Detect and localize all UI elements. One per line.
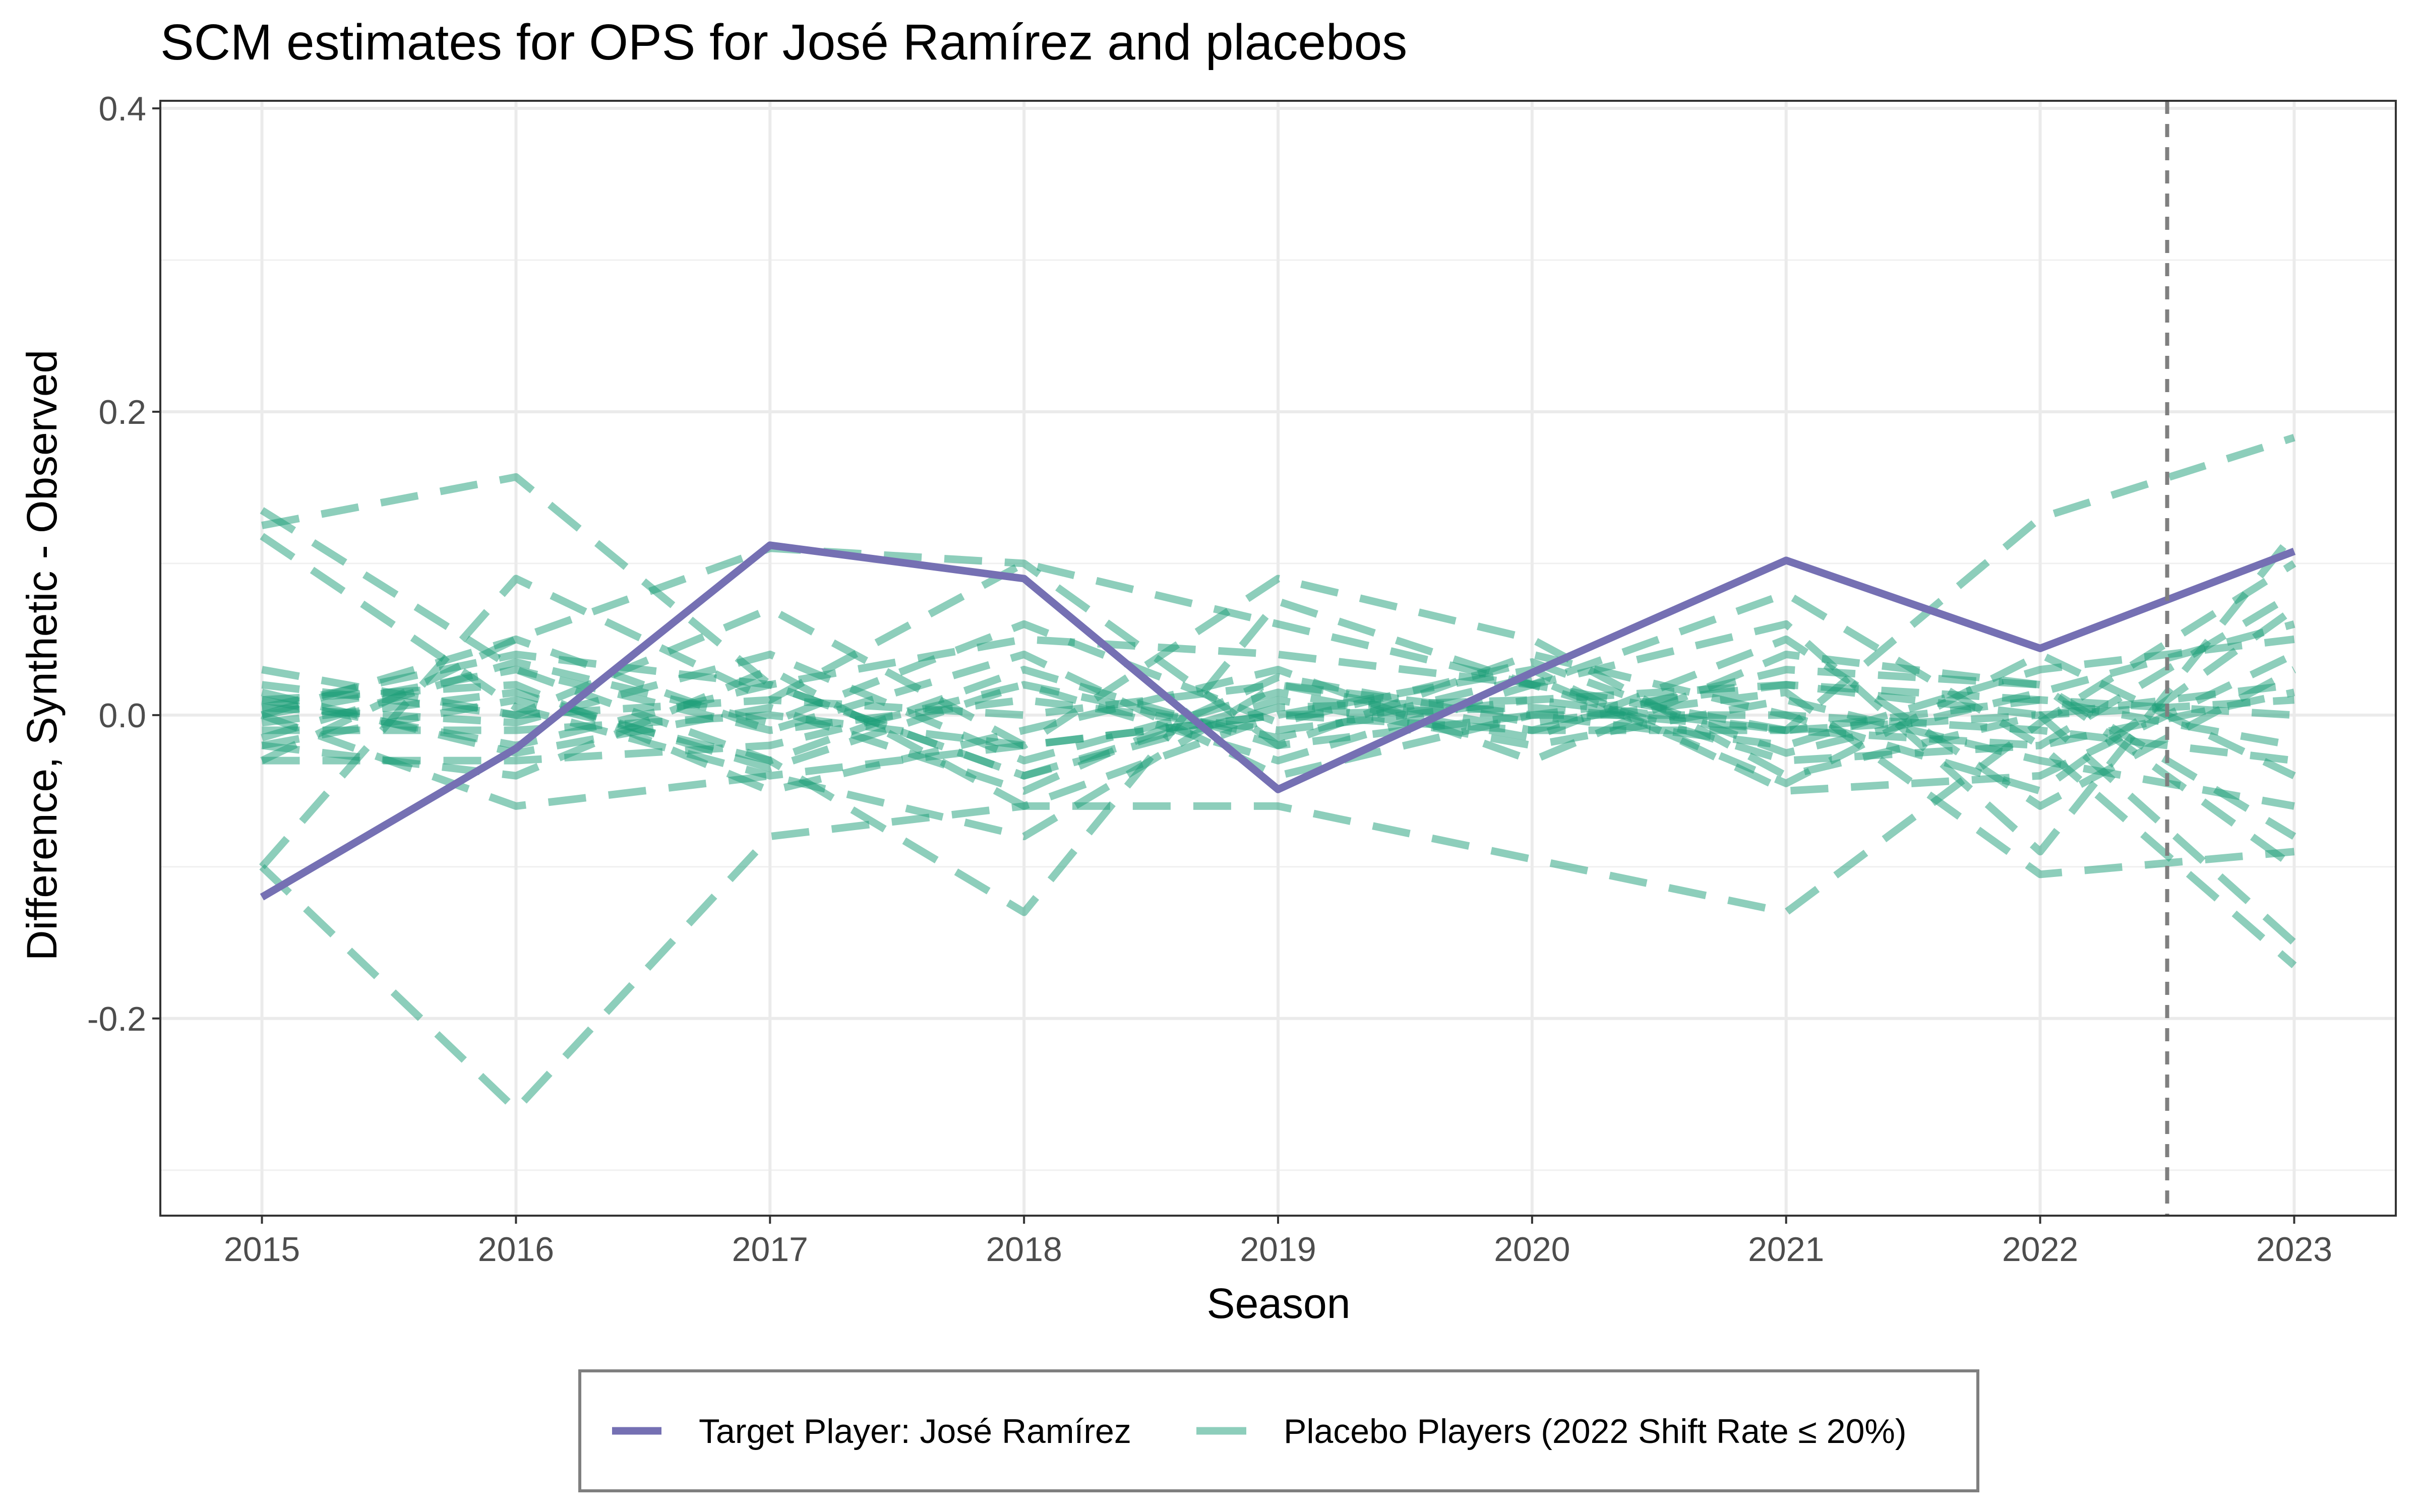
- placebo-series-line: [260, 507, 2295, 916]
- placebo-series-line: [259, 560, 2296, 1113]
- legend: Target Player: José Ramírez Placebo Play…: [578, 1369, 1979, 1492]
- placebo-series-group: [259, 433, 2297, 1113]
- placebo-series-line: [261, 666, 2296, 870]
- placebo-series-line: [260, 433, 2295, 780]
- x-tick-label: 2018: [986, 1230, 1062, 1269]
- placebo-series-line: [261, 575, 2297, 946]
- x-axis-ticks: 2015 2016 2017 2018 2019 2020 2021 2022 2023: [224, 1216, 2332, 1269]
- y-tick-label: 0.4: [98, 90, 146, 128]
- x-tick-label: 2017: [732, 1230, 808, 1269]
- x-tick-label: 2019: [1240, 1230, 1316, 1269]
- x-axis-title: Season: [1207, 1280, 1351, 1327]
- legend-box: [578, 1369, 1979, 1492]
- placebo-series-line: [261, 681, 2295, 765]
- y-tick-label: -0.2: [87, 1000, 146, 1038]
- placebo-series-line: [261, 681, 2295, 810]
- y-axis-ticks: -0.2 0.0 0.2 0.4: [87, 90, 160, 1038]
- x-tick-label: 2016: [478, 1230, 554, 1269]
- target-series-group: [260, 541, 2296, 901]
- y-tick-label: 0.0: [98, 697, 146, 735]
- x-tick-label: 2015: [224, 1230, 300, 1269]
- x-tick-label: 2022: [2002, 1230, 2078, 1269]
- placebo-series-line: [262, 650, 2296, 840]
- placebo-series-line: [261, 650, 2296, 787]
- placebo-series-line: [261, 531, 2297, 856]
- placebo-series-line: [261, 673, 2295, 878]
- placebo-series-line: [262, 635, 2296, 810]
- y-axis-title: Difference, Synthetic - Observed: [18, 350, 66, 961]
- placebo-series-line: [261, 620, 2295, 757]
- legend-label-placebo: Placebo Players (2022 Shift Rate ≤ 20%): [1284, 1412, 1907, 1451]
- chart-title: SCM estimates for OPS for José Ramírez a…: [160, 14, 1407, 71]
- x-tick-label: 2020: [1494, 1230, 1570, 1269]
- placebo-series-line: [262, 590, 2296, 765]
- legend-label-target: Target Player: José Ramírez: [699, 1412, 1131, 1451]
- target-series-line: [260, 541, 2296, 901]
- x-tick-label: 2021: [1748, 1230, 1824, 1269]
- placebo-series-line: [261, 651, 2296, 810]
- placebo-series-line: [261, 473, 2294, 780]
- placebo-series-line: [261, 635, 2295, 765]
- y-tick-label: 0.2: [98, 393, 146, 431]
- x-tick-label: 2023: [2256, 1230, 2332, 1269]
- placebo-series-line: [261, 666, 2295, 734]
